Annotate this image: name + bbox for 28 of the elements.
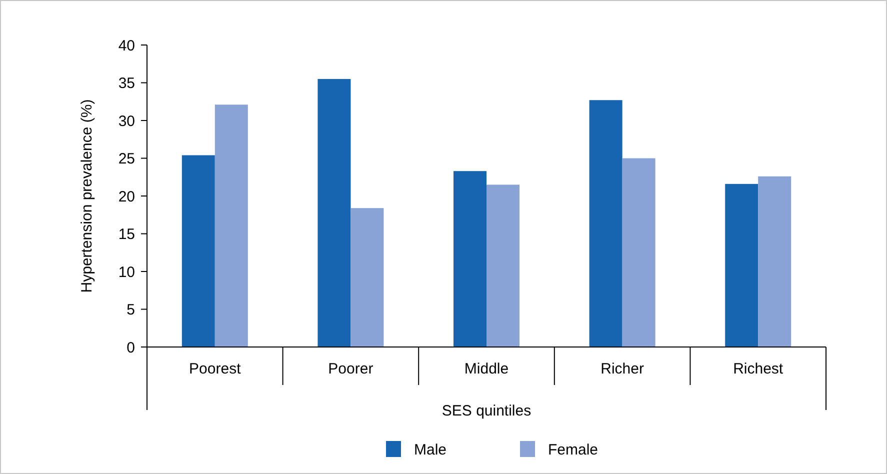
bar (725, 184, 758, 347)
y-axis-title: Hypertension prevalence (%) (78, 99, 96, 293)
bar (214, 104, 248, 347)
y-tick-label: 30 (118, 112, 135, 130)
y-tick-label: 0 (126, 339, 135, 356)
x-tick-label: Richest (733, 360, 784, 378)
bar (182, 155, 215, 347)
bar (318, 78, 351, 347)
x-tick-label: Poorer (328, 360, 374, 378)
bar (350, 208, 384, 347)
y-tick-label: 15 (118, 226, 135, 243)
x-tick-label: Richer (600, 360, 644, 378)
legend-label: Male (414, 441, 447, 458)
y-tick-label: 35 (118, 75, 135, 92)
y-tick-label: 10 (118, 264, 135, 281)
x-tick-label: Middle (464, 360, 509, 378)
x-axis-title: SES quintiles (442, 402, 532, 420)
y-tick-label: 25 (118, 150, 135, 168)
bar (486, 184, 520, 347)
x-tick-label: Poorest (189, 360, 242, 378)
bar (758, 176, 792, 347)
y-tick-label: 20 (118, 188, 135, 206)
bar (454, 171, 486, 347)
bar (589, 100, 622, 347)
legend-label: Female (548, 441, 598, 458)
y-tick-label: 40 (118, 37, 135, 54)
bar (622, 158, 656, 347)
y-tick-label: 5 (126, 302, 135, 318)
